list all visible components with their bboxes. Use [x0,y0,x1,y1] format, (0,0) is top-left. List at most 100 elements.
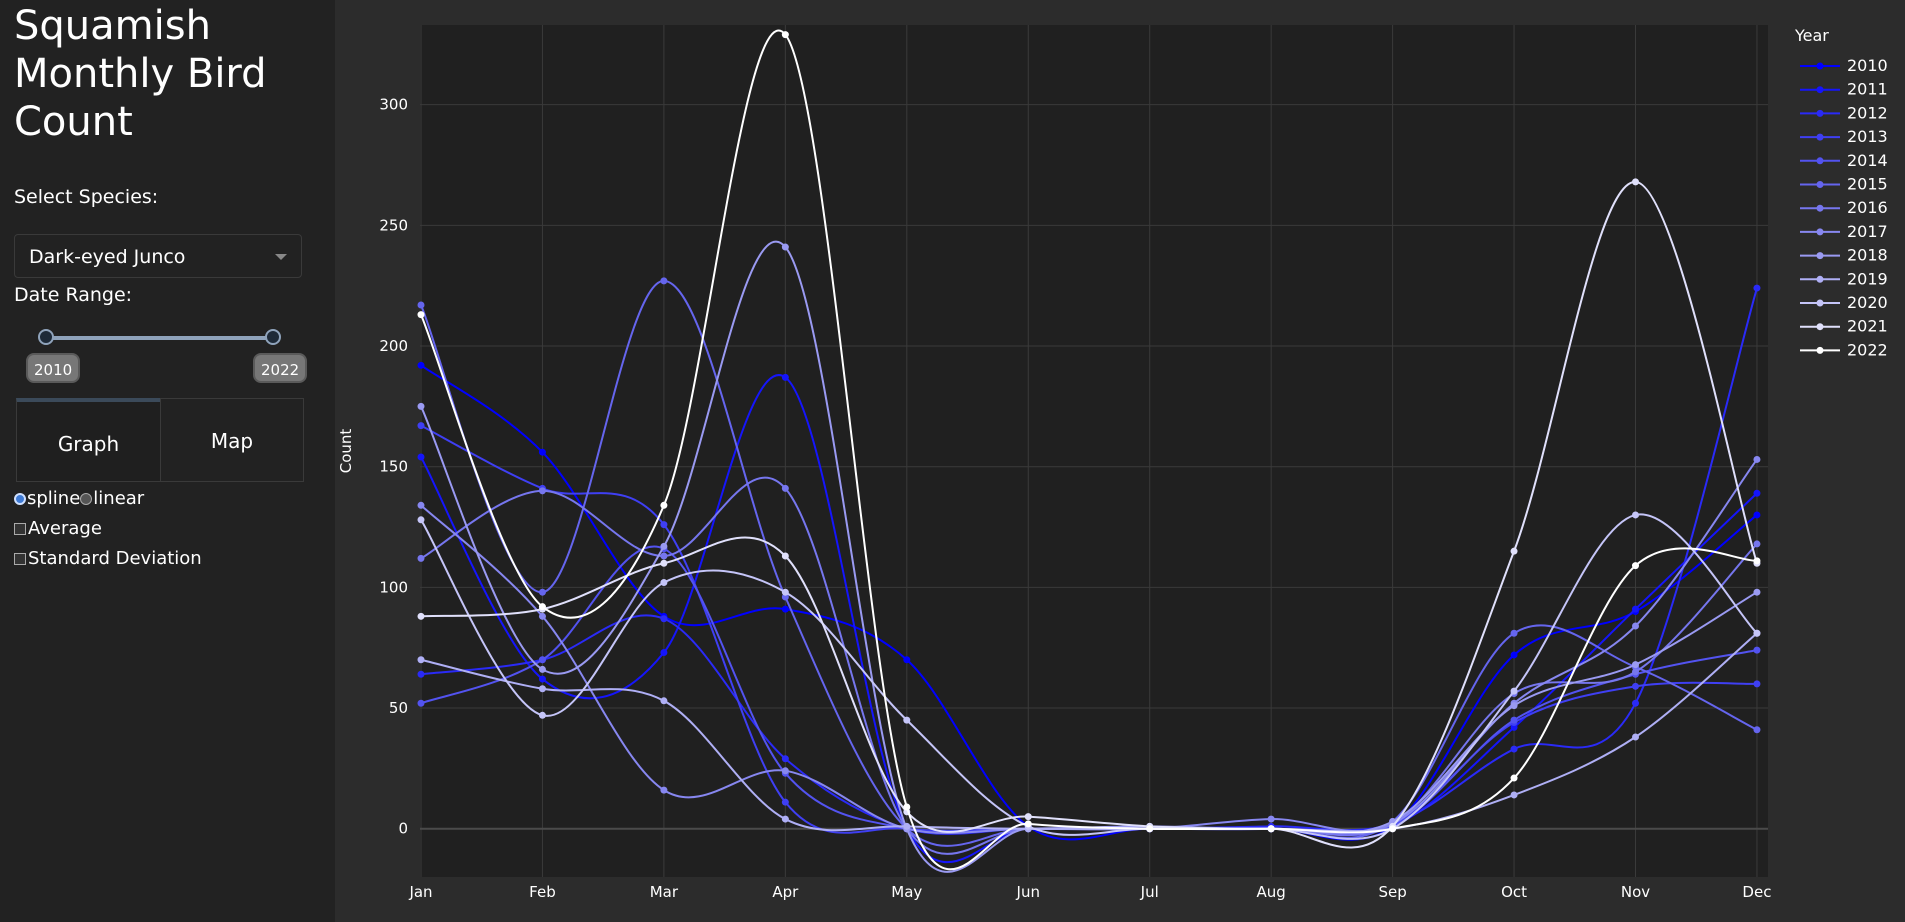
series-2022 [417,29,1761,871]
legend-item-2016[interactable]: 2016 [1800,198,1888,217]
legend-label: 2014 [1847,151,1888,170]
chart-panel: 0 50 100 150 200 250 300 Jan Feb Mar Apr May Jun Jul A… [335,0,1905,922]
app-title: Squamish Monthly Bird Count [14,3,267,145]
y-axis-title: Count [337,429,355,474]
data-point-2018 [1753,588,1761,596]
std-checkbox[interactable] [14,553,26,565]
legend-item-2013[interactable]: 2013 [1800,127,1888,146]
data-point-2022 [1753,557,1761,565]
sidebar: Squamish Monthly Bird Count Select Speci… [0,0,335,922]
species-selected-value: Dark-eyed Junco [29,246,186,268]
average-label: Average [28,518,102,539]
legend-label: 2021 [1847,317,1888,336]
data-point-2021 [417,612,425,620]
data-point-2022 [1510,774,1518,782]
std-label: Standard Deviation [28,548,202,569]
data-point-2012 [417,670,425,678]
data-point-2022 [660,501,668,509]
legend-item-2012[interactable]: 2012 [1800,103,1888,122]
x-tick-label: Oct [1501,883,1527,901]
data-point-2017 [417,501,425,509]
data-point-2019 [538,685,546,693]
legend-label: 2013 [1847,127,1888,146]
legend-item-2017[interactable]: 2017 [1800,222,1888,241]
slider-handle-end[interactable] [265,329,281,345]
data-point-2021 [1510,547,1518,555]
std-option: Standard Deviation [14,548,202,570]
legend-swatch-marker [1816,62,1824,70]
data-point-2016 [538,487,546,495]
legend-swatch-marker [1816,157,1824,165]
data-point-2012 [1632,699,1639,707]
data-point-2019 [903,822,911,830]
data-point-2021 [1024,813,1032,821]
data-point-2013 [781,798,789,806]
data-point-2016 [417,554,425,562]
data-point-2015 [660,277,668,285]
x-tick-label: May [891,883,922,901]
legend-item-2020[interactable]: 2020 [1800,293,1888,312]
legend-item-2022[interactable]: 2022 [1800,340,1888,359]
x-tick-label: Dec [1742,883,1771,901]
data-point-2022 [781,31,789,39]
data-point-2018 [1632,661,1639,669]
data-point-2019 [1510,791,1518,799]
legend: Year 2010 2011 2012 2013 2014 2015 2016 2017 2018… [1794,26,1888,359]
legend-item-2019[interactable]: 2019 [1800,269,1888,288]
radio-linear-label: linear [93,488,145,509]
legend-item-2015[interactable]: 2015 [1800,175,1888,194]
data-point-2019 [417,656,425,664]
data-point-2016 [1632,668,1639,676]
data-point-2017 [1267,815,1275,823]
radio-linear[interactable] [80,493,93,505]
series-lines [417,29,1761,873]
data-point-2021 [660,559,668,567]
data-point-2020 [781,588,789,596]
legend-title: Year [1794,26,1829,45]
radio-spline[interactable] [14,493,26,505]
x-tick-label: Mar [650,883,679,901]
tab-map[interactable]: Map [160,398,304,482]
data-point-2016 [781,484,789,492]
data-point-2016 [660,552,668,560]
x-tick-label: Nov [1621,883,1650,901]
date-range-slider-track[interactable] [46,336,274,340]
legend-label: 2019 [1847,269,1888,288]
data-point-2010 [1510,651,1518,659]
series-line-2020 [420,513,1758,840]
data-point-2022 [1146,825,1154,833]
data-point-2011 [1753,489,1761,497]
data-point-2015 [1510,629,1518,637]
legend-item-2011[interactable]: 2011 [1800,80,1888,99]
species-dropdown[interactable]: Dark-eyed Junco [14,234,302,278]
data-point-2011 [660,649,668,657]
legend-item-2021[interactable]: 2021 [1800,317,1888,336]
x-tick-label: Apr [772,883,799,901]
monthly-count-chart[interactable]: 0 50 100 150 200 250 300 Jan Feb Mar Apr May Jun Jul A… [335,0,1905,922]
average-checkbox[interactable] [14,523,26,535]
y-tick-label: 50 [389,699,408,717]
data-point-2014 [417,699,425,707]
series-line-2015 [420,279,1758,847]
y-tick-label: 100 [379,578,408,596]
y-tick-label: 0 [398,820,408,838]
data-point-2022 [1632,562,1639,570]
data-point-2018 [538,665,546,673]
tab-graph[interactable]: Graph [16,398,160,482]
data-point-2010 [538,448,546,456]
x-tick-label: Aug [1257,883,1286,901]
legend-swatch-marker [1816,323,1824,331]
data-point-2011 [417,453,425,461]
series-line-2022 [420,29,1757,871]
legend-item-2018[interactable]: 2018 [1800,246,1888,265]
legend-item-2014[interactable]: 2014 [1800,151,1888,170]
interpolation-radio-group: spline linear [14,488,144,510]
data-point-2010 [417,361,425,369]
data-point-2020 [660,579,668,587]
data-point-2014 [538,656,546,664]
slider-handle-start[interactable] [38,329,54,345]
legend-swatch-marker [1816,181,1824,188]
legend-label: 2022 [1847,340,1888,359]
legend-item-2010[interactable]: 2010 [1800,56,1888,75]
legend-swatch-marker [1816,346,1824,354]
